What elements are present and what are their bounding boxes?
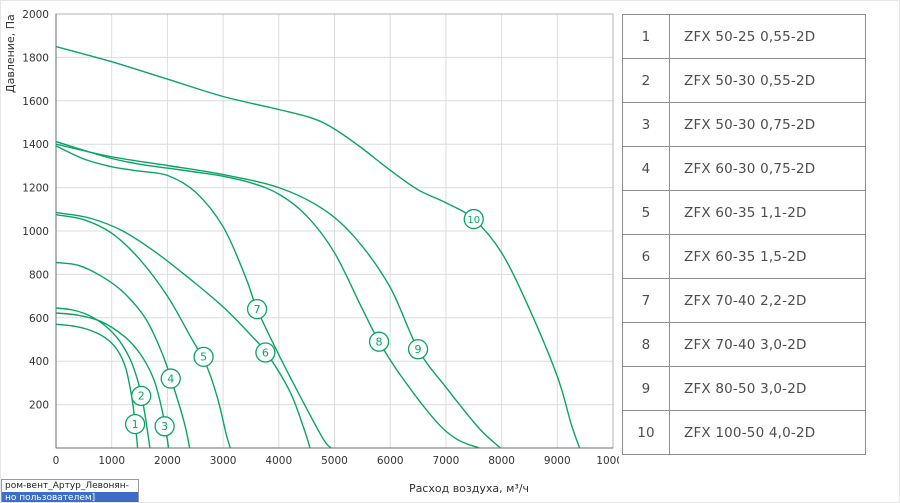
series-curve-6: [56, 211, 311, 448]
row-number: 3: [622, 102, 670, 147]
x-tick-label: 5000: [321, 455, 348, 467]
y-tick-label: 400: [29, 356, 49, 368]
series-curve-10: [56, 45, 581, 448]
x-tick-label: 10000: [596, 455, 619, 467]
row-number: 8: [622, 322, 670, 367]
series-label-circle-9: [407, 339, 429, 360]
series-label-circle-5: [193, 346, 214, 368]
series-label-text-9: 9: [415, 343, 422, 356]
series-curve-1: [56, 323, 139, 448]
series-label-text-8: 8: [376, 335, 383, 348]
row-model: ZFX 70-40 3,0-2D: [669, 322, 866, 367]
x-tick-label: 4000: [265, 455, 292, 467]
fan-curves-chart: 0 1000 2000 3000 4000 5000 6000 7000 8000 9000 100…: [1, 1, 630, 502]
x-tick-label: 7000: [433, 455, 460, 467]
row-model: ZFX 50-30 0,55-2D: [669, 58, 866, 103]
row-model: ZFX 60-35 1,5-2D: [669, 234, 866, 279]
x-axis-title: Расход воздуха, м³/ч: [409, 482, 529, 495]
x-tick-label: 8000: [488, 455, 515, 467]
x-tick-label: 9000: [544, 455, 571, 467]
y-tick-label: 600: [29, 313, 49, 325]
table-row: 7 ZFX 70-40 2,2-2D: [622, 278, 866, 323]
tooltip-line2: но пользователем]: [2, 492, 138, 502]
chart-svg: 0 1000 2000 3000 4000 5000 6000 7000 8000 9000 100…: [4, 9, 630, 495]
row-number: 4: [622, 146, 670, 191]
y-tick-label: 1000: [22, 226, 49, 238]
row-number: 1: [622, 14, 670, 59]
series-curve-7: [56, 145, 332, 448]
series-curve-2: [56, 307, 151, 448]
series-label-circle-2: [131, 385, 152, 407]
file-tooltip: ром-вент_Артур_Левонян- но пользователем…: [1, 479, 139, 502]
table-row: 2 ZFX 50-30 0,55-2D: [622, 58, 866, 103]
series-label-circle-10: [463, 208, 484, 230]
row-number: 6: [622, 234, 670, 279]
tooltip-line1: ром-вент_Артур_Левонян-: [5, 481, 129, 491]
series-label-text-6: 6: [262, 346, 269, 359]
x-tick-label: 3000: [210, 455, 237, 467]
y-tick-label: 200: [29, 400, 49, 412]
y-tick-label: 1800: [22, 52, 49, 64]
row-model: ZFX 50-30 0,75-2D: [669, 102, 866, 147]
model-table: 1 ZFX 50-25 0,55-2D 2 ZFX 50-30 0,55-2D 3 ZFX…: [622, 14, 866, 455]
row-model: ZFX 60-30 0,75-2D: [669, 146, 866, 191]
y-tick-label: 2000: [22, 9, 49, 21]
table-row: 5 ZFX 60-35 1,1-2D: [622, 190, 866, 235]
x-tick-label: 6000: [377, 455, 404, 467]
series-label-text-10: 10: [467, 215, 480, 226]
row-model: ZFX 80-50 3,0-2D: [669, 366, 866, 411]
table-row: 10 ZFX 100-50 4,0-2D: [622, 410, 866, 455]
series-label-text-3: 3: [161, 420, 168, 433]
row-number: 10: [622, 410, 670, 455]
series-label-text-7: 7: [254, 303, 261, 316]
series-label-circle-3: [154, 416, 175, 437]
row-number: 7: [622, 278, 670, 323]
table-row: 6 ZFX 60-35 1,5-2D: [622, 234, 866, 279]
series-curve-9: [56, 143, 501, 448]
y-tick-label: 1600: [22, 96, 49, 108]
series-label-text-2: 2: [138, 390, 145, 403]
y-tick-label: 1200: [22, 183, 49, 195]
series-curve-8: [56, 140, 480, 448]
row-model: ZFX 50-25 0,55-2D: [669, 14, 866, 59]
row-number: 9: [622, 366, 670, 411]
series-curve-5: [56, 214, 231, 448]
series-label-text-1: 1: [132, 418, 139, 431]
series-label-text-5: 5: [200, 351, 207, 364]
series-label-circle-8: [368, 331, 390, 352]
row-model: ZFX 100-50 4,0-2D: [669, 410, 866, 455]
x-tick-label: 1000: [98, 455, 125, 467]
table-row: 4 ZFX 60-30 0,75-2D: [622, 146, 866, 191]
series-label-text-4: 4: [167, 372, 174, 385]
series-label-circle-1: [124, 413, 146, 435]
table-row: 1 ZFX 50-25 0,55-2D: [622, 14, 866, 59]
series-label-circle-4: [160, 368, 181, 389]
row-number: 2: [622, 58, 670, 103]
y-tick-label: 800: [29, 269, 49, 281]
series-label-circle-7: [246, 298, 268, 320]
row-number: 5: [622, 190, 670, 235]
y-axis-title: Давление, Па: [4, 14, 17, 93]
x-tick-label: 0: [53, 455, 60, 467]
table-row: 8 ZFX 70-40 3,0-2D: [622, 322, 866, 367]
table-row: 9 ZFX 80-50 3,0-2D: [622, 366, 866, 411]
x-tick-label: 2000: [154, 455, 181, 467]
y-tick-label: 1400: [22, 139, 49, 151]
table-row: 3 ZFX 50-30 0,75-2D: [622, 102, 866, 147]
series-curve-4: [56, 261, 191, 448]
series-label-circle-6: [255, 342, 276, 363]
row-model: ZFX 70-40 2,2-2D: [669, 278, 866, 323]
row-model: ZFX 60-35 1,1-2D: [669, 190, 866, 235]
